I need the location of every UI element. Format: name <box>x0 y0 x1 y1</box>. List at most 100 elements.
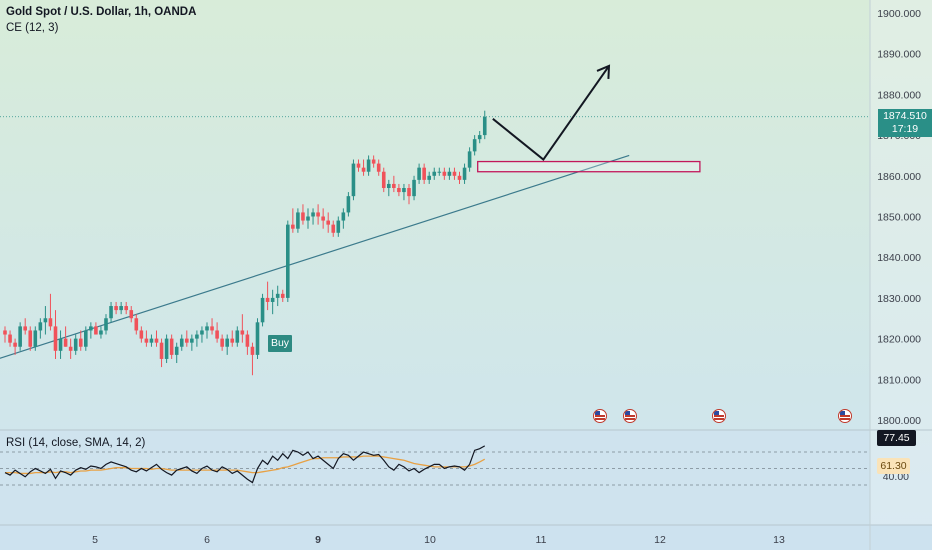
candle-body[interactable] <box>407 188 411 197</box>
candle-body[interactable] <box>164 338 169 359</box>
candle-body[interactable] <box>341 212 346 221</box>
candle-body[interactable] <box>250 346 255 355</box>
candle-body[interactable] <box>139 330 144 339</box>
symbol-title[interactable]: Gold Spot / U.S. Dollar, 1h, OANDA <box>6 6 197 18</box>
candle-body[interactable] <box>84 330 88 347</box>
candle-body[interactable] <box>190 338 194 343</box>
candle-body[interactable] <box>210 326 214 331</box>
candle-body[interactable] <box>220 338 224 347</box>
candle-body[interactable] <box>467 151 472 168</box>
candle-body[interactable] <box>376 163 381 172</box>
candle-body[interactable] <box>104 318 108 331</box>
candle-body[interactable] <box>78 338 83 347</box>
candle-body[interactable] <box>18 326 22 347</box>
candle-body[interactable] <box>452 171 457 176</box>
candle-body[interactable] <box>306 216 310 221</box>
candle-body[interactable] <box>291 224 295 229</box>
candle-body[interactable] <box>275 293 280 298</box>
candle-body[interactable] <box>23 326 27 331</box>
candle-body[interactable] <box>225 338 229 347</box>
candle-body[interactable] <box>28 330 33 347</box>
candle-body[interactable] <box>58 338 63 351</box>
candle-body[interactable] <box>422 167 426 180</box>
candle-body[interactable] <box>361 167 366 172</box>
candle-body[interactable] <box>412 179 416 197</box>
candle-body[interactable] <box>316 212 320 217</box>
candle-body[interactable] <box>68 346 73 351</box>
candle-body[interactable] <box>154 338 159 343</box>
candle-body[interactable] <box>427 175 431 180</box>
us-flag-event-icon[interactable] <box>838 409 852 423</box>
candle-body[interactable] <box>417 167 421 180</box>
candle-body[interactable] <box>437 171 442 173</box>
candle-body[interactable] <box>477 135 482 140</box>
candle-body[interactable] <box>13 342 17 347</box>
us-flag-event-icon[interactable] <box>712 409 726 423</box>
candle-body[interactable] <box>255 322 260 355</box>
candle-body[interactable] <box>119 306 123 311</box>
candle-body[interactable] <box>129 310 134 319</box>
candle-body[interactable] <box>336 220 341 233</box>
candle-body[interactable] <box>270 297 275 302</box>
candle-body[interactable] <box>94 326 98 335</box>
candle-body[interactable] <box>240 330 245 335</box>
candle-body[interactable] <box>200 330 204 335</box>
candle-body[interactable] <box>311 212 315 217</box>
candle-body[interactable] <box>33 330 38 347</box>
candle-body[interactable] <box>286 224 290 298</box>
us-flag-event-icon[interactable] <box>623 409 637 423</box>
candle-body[interactable] <box>331 224 336 233</box>
candle-body[interactable] <box>230 338 235 343</box>
indicator-label[interactable]: CE (12, 3) <box>6 22 59 34</box>
candle-body[interactable] <box>114 306 118 311</box>
candle-body[interactable] <box>235 330 240 343</box>
candle-body[interactable] <box>8 334 12 343</box>
candle-body[interactable] <box>447 171 452 176</box>
candle-body[interactable] <box>99 330 103 335</box>
candle-body[interactable] <box>442 171 447 176</box>
candle-body[interactable] <box>346 196 351 213</box>
resistance-zone-box[interactable] <box>477 160 701 173</box>
candle-body[interactable] <box>371 159 376 164</box>
trendline[interactable] <box>0 154 630 359</box>
candle-body[interactable] <box>351 163 356 197</box>
candle-body[interactable] <box>301 212 305 221</box>
candle-body[interactable] <box>53 326 58 351</box>
candle-body[interactable] <box>482 116 487 136</box>
projection-path[interactable] <box>492 65 610 161</box>
rsi-ma-line[interactable] <box>5 455 486 475</box>
candle-body[interactable] <box>381 171 386 189</box>
candle-body[interactable] <box>38 322 43 331</box>
candle-body[interactable] <box>432 171 437 176</box>
candle-body[interactable] <box>462 167 467 180</box>
candle-body[interactable] <box>205 326 209 331</box>
candle-body[interactable] <box>402 188 406 193</box>
candle-body[interactable] <box>169 338 174 355</box>
candle-body[interactable] <box>366 159 371 172</box>
candle-body[interactable] <box>215 330 219 339</box>
candle-body[interactable] <box>179 338 184 347</box>
candle-body[interactable] <box>89 326 93 331</box>
rsi-title[interactable]: RSI (14, close, SMA, 14, 2) <box>6 437 146 449</box>
candle-body[interactable] <box>280 293 285 298</box>
candle-body[interactable] <box>3 330 7 335</box>
candle-body[interactable] <box>48 318 53 327</box>
candle-body[interactable] <box>149 338 154 343</box>
candle-body[interactable] <box>159 342 164 359</box>
candle-body[interactable] <box>265 297 270 302</box>
candle-body[interactable] <box>245 334 250 347</box>
candle-body[interactable] <box>109 306 113 319</box>
candle-body[interactable] <box>73 338 78 351</box>
candle-body[interactable] <box>321 216 325 221</box>
candle-body[interactable] <box>174 346 179 355</box>
candle-body[interactable] <box>326 220 330 225</box>
candle-body[interactable] <box>43 318 48 323</box>
us-flag-event-icon[interactable] <box>593 409 607 423</box>
candle-body[interactable] <box>397 188 401 193</box>
rsi-line[interactable] <box>4 445 486 484</box>
candle-body[interactable] <box>134 318 139 331</box>
candle-body[interactable] <box>63 338 68 347</box>
candle-body[interactable] <box>472 139 477 152</box>
